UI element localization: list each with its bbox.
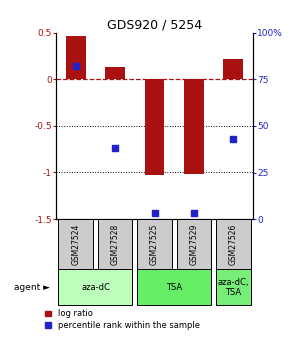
Text: GSM27526: GSM27526 xyxy=(229,224,238,265)
Text: aza-dC,
TSA: aza-dC, TSA xyxy=(218,277,249,297)
Text: agent ►: agent ► xyxy=(14,283,50,292)
Text: GSM27524: GSM27524 xyxy=(71,224,80,265)
Bar xyxy=(177,219,211,269)
Bar xyxy=(224,59,243,79)
Bar xyxy=(58,219,93,269)
Point xyxy=(191,211,196,216)
Text: aza-dC: aza-dC xyxy=(81,283,110,292)
Text: TSA: TSA xyxy=(166,283,182,292)
Point xyxy=(231,136,236,142)
Bar xyxy=(216,269,251,305)
Bar xyxy=(137,269,211,305)
Point xyxy=(113,146,118,151)
Text: GSM27529: GSM27529 xyxy=(189,224,198,265)
Bar xyxy=(58,269,132,305)
Point xyxy=(152,211,157,216)
Bar xyxy=(105,67,125,79)
Point xyxy=(73,63,78,69)
Title: GDS920 / 5254: GDS920 / 5254 xyxy=(107,19,202,32)
Bar xyxy=(137,219,172,269)
Bar xyxy=(98,219,132,269)
Bar xyxy=(184,79,204,174)
Text: GSM27528: GSM27528 xyxy=(111,224,120,265)
Bar xyxy=(216,219,251,269)
Legend: log ratio, percentile rank within the sample: log ratio, percentile rank within the sa… xyxy=(45,309,200,330)
Text: GSM27525: GSM27525 xyxy=(150,224,159,265)
Bar xyxy=(145,79,164,175)
Bar xyxy=(66,36,85,79)
